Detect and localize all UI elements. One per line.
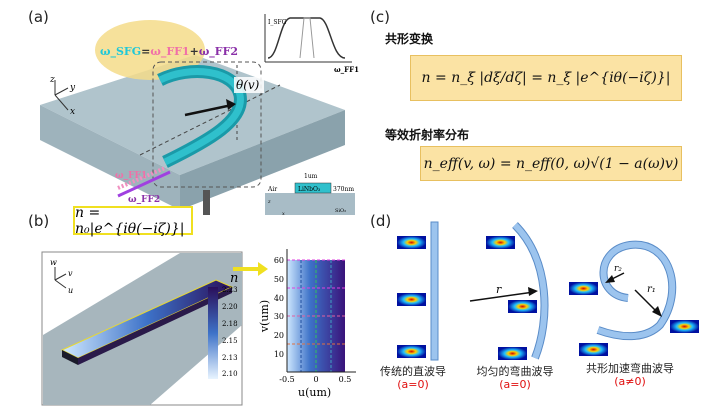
conformal-formula: n = n_ξ |dξ/dζ| = n_ξ |e^{iθ(−iζ)}| [410,55,682,101]
panel-a-illustration: z y x ω_SFG=ω_FF1+ω_FF2 θ(v) ω_FF1 ω_FF2… [40,14,359,215]
caption-uniform-bent: 均匀的弯曲波导 [476,365,554,378]
mode-profiles [397,236,699,360]
radius-arrow [184,103,233,117]
panel-a-label: (a) [28,8,49,26]
panel-d-illustration: r r₁ r₂ [397,221,699,361]
sfg-emission-cone [95,20,205,80]
svg-text:x: x [282,211,285,215]
svg-text:60: 60 [274,256,284,265]
effective-index-heading: 等效折射率分布 [385,128,470,142]
svg-text:2.20: 2.20 [222,303,238,311]
svg-text:z: z [267,199,271,205]
map-xtick: -0.5 [279,375,294,384]
svg-text:r: r [496,283,502,296]
conformal-heading: 共形变换 [385,32,434,46]
map-xtick: 0 [313,375,318,384]
slab-side [180,110,345,210]
svg-text:LiNbO₃: LiNbO₃ [298,186,321,193]
svg-text:u: u [68,286,73,295]
map-xlabel: u(um) [298,386,332,399]
svg-text:r₁: r₁ [647,284,656,295]
svg-text:SiO₂: SiO₂ [335,208,346,214]
panel-d-label: (d) [370,212,392,230]
svg-text:2.13: 2.13 [222,354,238,362]
svg-text:2.18: 2.18 [222,320,238,328]
alpha-uniform-bent: (a=0) [499,378,531,391]
colorbar [208,287,218,379]
axis-y: y [69,83,76,93]
svg-text:2.23: 2.23 [222,286,238,294]
caption-straight: 传统的直波导 [380,365,446,378]
svg-text:20: 20 [274,331,284,340]
panel-b-label: (b) [28,212,50,230]
slab-top [40,55,345,175]
svg-text:370nm: 370nm [333,186,354,193]
caption-conformal: 共形加速弯曲波导 [586,362,674,375]
ff1-label: ω_FF1 [115,171,147,181]
axis-z: z [49,75,55,85]
svg-text:10: 10 [274,350,284,359]
ff2-label: ω_FF2 [128,195,160,205]
alpha-straight: (a=0) [397,378,429,391]
inset-sfg-plot: I_SFG ω_FF1 [264,14,359,74]
cross-section-inset: LiNbO₃ 1um 370nm Air SiO₂ z x [265,173,355,215]
svg-text:ω_SFG=ω_FF1+ω_FF2: ω_SFG=ω_FF1+ω_FF2 [100,45,238,59]
svg-text:2.15: 2.15 [222,337,238,345]
theta-label: θ(v) [236,78,260,92]
colorbar-ticks: 2.23 2.20 2.18 2.15 2.13 2.10 [222,286,238,378]
svg-text:2.10: 2.10 [222,370,238,378]
panel-b-illustration: w v u n 2.23 2.20 2.18 2.15 2.13 2.10 60… [41,249,356,406]
svg-text:30: 30 [274,312,284,321]
svg-text:ω_FF1: ω_FF1 [334,65,359,74]
selection-box [152,61,262,188]
svg-text:v: v [68,269,73,278]
map-xticks: -0.5 0 0.5 [279,375,351,384]
map-ylabel: v(um) [258,300,271,333]
ff2-beam [117,170,171,198]
map-yticks: 60 50 40 30 20 10 [274,256,284,359]
panel-c-label: (c) [370,8,390,26]
svg-text:40: 40 [274,294,284,303]
axis-x: x [70,107,75,117]
straight-waveguide-d [430,221,439,361]
effective-index-formula: n_eff(v, ω) = n_eff(0, ω)√(1 − a(ω)v) [420,146,682,181]
svg-text:I_SFG: I_SFG [268,19,287,26]
svg-text:50: 50 [274,275,284,284]
svg-text:Air: Air [267,186,277,193]
svg-text:r₂: r₂ [614,264,622,274]
svg-text:w: w [50,258,57,267]
svg-text:1um: 1um [304,173,318,180]
formula-b: n = n₀|e^{iθ(−iζ)}| [73,205,193,237]
alpha-conformal: (a≠0) [614,375,646,388]
map-xtick: 0.5 [339,375,352,384]
colorbar-title: n [230,271,238,286]
